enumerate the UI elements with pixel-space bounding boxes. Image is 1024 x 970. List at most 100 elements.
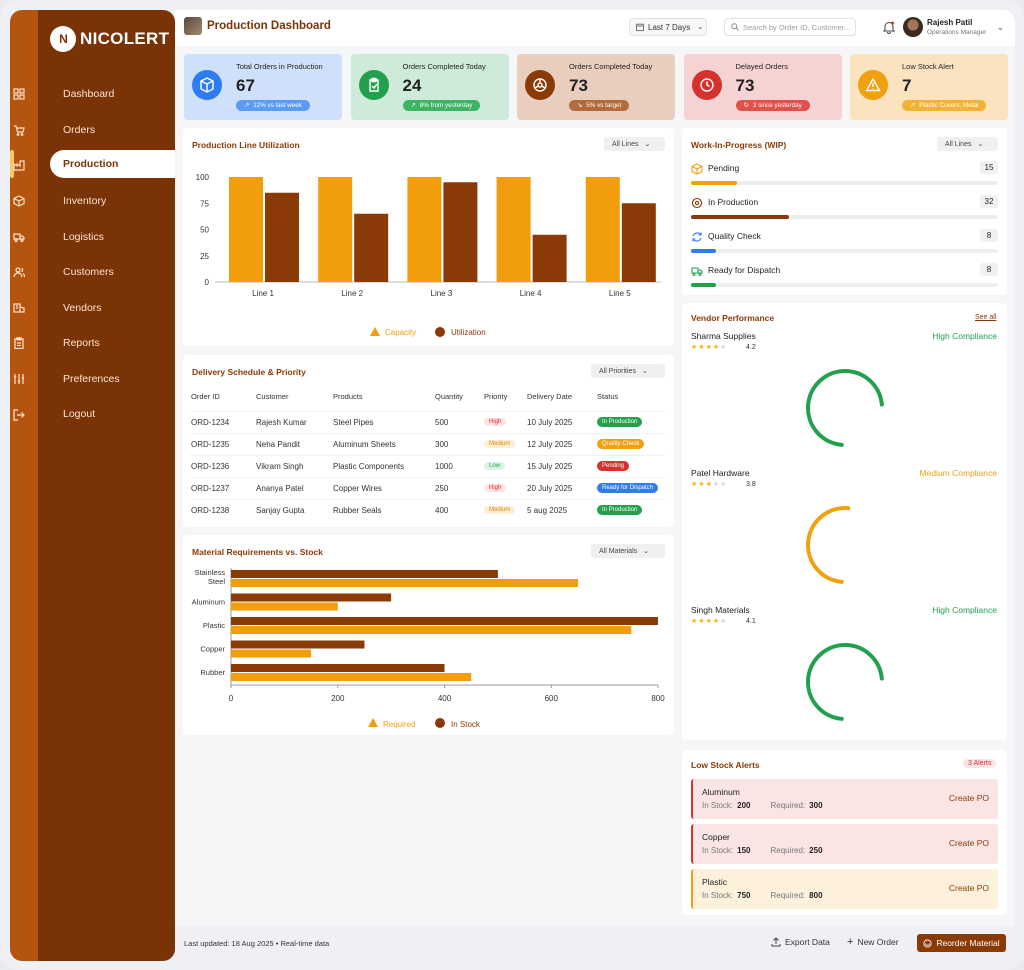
x-tick-label: 200 <box>331 694 345 703</box>
bar-instock-plastic[interactable] <box>231 617 658 625</box>
wip-filter-select[interactable]: All Lines ⌄ <box>937 137 998 151</box>
bar-utilization-line3[interactable] <box>443 182 478 282</box>
wip-label: Quality Check <box>708 231 761 241</box>
warning-icon <box>858 70 888 100</box>
y-tick-label: Copper <box>200 645 225 654</box>
box-icon[interactable] <box>11 193 27 209</box>
cell-id[interactable]: ORD-1236 <box>191 462 230 471</box>
bar-required-rubber[interactable] <box>231 673 472 681</box>
bar-utilization-line4[interactable] <box>532 234 567 282</box>
bar-capacity-line4[interactable] <box>496 177 531 282</box>
brand-logo[interactable]: N NICOLERT <box>50 26 169 52</box>
clock-alert-icon <box>691 70 722 100</box>
trend-icon: ↻ <box>743 102 749 109</box>
kpi-trend-text: 8% from yesterday <box>419 102 473 109</box>
sidebar-item-vendors[interactable]: Vendors <box>63 302 102 314</box>
export-data-button[interactable]: Export Data <box>771 937 830 947</box>
bar-required-aluminum[interactable] <box>231 602 338 611</box>
bar-instock-rubber[interactable] <box>231 664 445 672</box>
users-icon[interactable] <box>11 264 27 280</box>
materials-filter-select[interactable]: All Materials ⌄ <box>591 544 665 558</box>
date-range-select[interactable]: Last 7 Days ⌄ <box>629 18 707 36</box>
sidebar-item-preferences[interactable]: Preferences <box>63 373 120 385</box>
rail-active-indicator <box>10 150 14 178</box>
export-data-label: Export Data <box>785 937 830 947</box>
cart-icon[interactable] <box>11 122 27 138</box>
bar-capacity-line5[interactable] <box>585 177 620 282</box>
vendor-title: Vendor Performance <box>691 313 775 323</box>
bar-capacity-line2[interactable] <box>318 177 353 282</box>
table-row-divider <box>190 411 665 412</box>
cell-id[interactable]: ORD-1235 <box>191 440 230 449</box>
required-value: 250 <box>809 846 823 855</box>
bar-instock-copper[interactable] <box>231 640 365 649</box>
bar-utilization-line2[interactable] <box>354 213 389 282</box>
create-po-button[interactable]: Create PO <box>948 883 989 893</box>
reorder-material-button[interactable]: Reorder Material <box>917 934 1006 952</box>
required-label: Required: <box>770 846 806 855</box>
cell-id[interactable]: ORD-1237 <box>191 484 230 493</box>
bar-required-copper[interactable] <box>231 649 312 658</box>
kpi-trend-badge: ↗ Plastic Covers, Metal <box>902 100 987 111</box>
utilization-filter-select[interactable]: All Lines ⌄ <box>604 137 665 151</box>
create-po-button[interactable]: Create PO <box>948 793 989 803</box>
kpi-low-stock[interactable]: Low Stock Alert 7 ↗ Plastic Covers, Metal <box>850 54 1008 120</box>
create-po-button[interactable]: Create PO <box>948 838 989 848</box>
sidebar-item-reports[interactable]: Reports <box>63 337 100 349</box>
bar-instock-stainlesssteel[interactable] <box>231 570 498 578</box>
vendor-icon[interactable] <box>11 300 27 316</box>
kpi-value: 73 <box>569 76 588 95</box>
truck-icon[interactable] <box>11 229 27 245</box>
sidebar-item-production[interactable]: Production <box>63 158 119 170</box>
status-badge: In Production <box>597 505 643 515</box>
status-badge: In Production <box>597 417 643 427</box>
bar-capacity-line3[interactable] <box>407 177 442 282</box>
cell-delivery-date: 20 July 2025 <box>527 484 573 493</box>
bar-required-stainlesssteel[interactable] <box>231 579 578 587</box>
cell-id[interactable]: ORD-1238 <box>191 506 230 515</box>
wip-card <box>682 128 1007 295</box>
bar-utilization-line1[interactable] <box>265 192 299 282</box>
x-tick-label: Line 4 <box>520 289 542 298</box>
clipboard-icon[interactable] <box>11 335 27 351</box>
sidebar-item-dashboard[interactable]: Dashboard <box>63 88 115 100</box>
bell-icon[interactable] <box>882 20 896 34</box>
factory-icon[interactable] <box>11 157 27 173</box>
sidebar-item-inventory[interactable]: Inventory <box>63 195 107 207</box>
kpi-total-orders[interactable]: Total Orders in Production 67 ↗ 12% vs last… <box>184 54 342 120</box>
in-stock-value: 200 <box>737 801 751 810</box>
chevron-down-icon[interactable]: ⌄ <box>997 23 1004 32</box>
y-tick-label: 50 <box>200 226 209 235</box>
grid-icon[interactable] <box>11 86 27 102</box>
low-stock-alert-plastic: Plastic In Stock: 750 Required: 800 Create PO <box>691 869 998 909</box>
logout-icon[interactable] <box>11 407 27 423</box>
y-tick-label: Aluminum <box>192 598 225 607</box>
sliders-icon[interactable] <box>11 371 27 387</box>
schedule-card <box>183 355 674 527</box>
chevron-down-icon: ⌄ <box>641 368 648 375</box>
avatar[interactable] <box>903 17 923 37</box>
bar-required-plastic[interactable] <box>231 626 632 634</box>
sidebar-item-logout[interactable]: Logout <box>63 408 96 420</box>
bar-utilization-line5[interactable] <box>621 203 656 282</box>
cell-id[interactable]: ORD-1234 <box>191 418 230 427</box>
kpi-delayed-orders[interactable]: Delayed Orders 73 ↻ 3 since yesterday <box>683 54 842 120</box>
x-tick-label: Line 5 <box>609 289 631 298</box>
sidebar-item-orders[interactable]: Orders <box>63 124 96 136</box>
sidebar-item-customers[interactable]: Customers <box>63 266 114 278</box>
legend-label-utilization: Utilization <box>451 328 486 337</box>
legend-triangle-icon <box>368 718 378 727</box>
search-input[interactable]: Search by Order ID, Customer... <box>724 18 856 36</box>
kpi-completed-today[interactable]: Orders Completed Today 24 ↗ 8% from yesterd… <box>350 54 509 120</box>
see-all-link[interactable]: See all <box>975 314 997 321</box>
new-order-button[interactable]: + New Order <box>847 937 899 948</box>
sidebar-item-logistics[interactable]: Logistics <box>63 231 104 243</box>
chevron-down-icon: ⌄ <box>977 141 984 148</box>
priority-filter-select[interactable]: All Priorities ⌄ <box>591 364 665 378</box>
table-header-cell: Quantity <box>435 392 463 401</box>
priority-badge: High <box>484 418 507 426</box>
kpi-completed-today-2[interactable]: Orders Completed Today 73 ↘ 5% vs target <box>517 54 675 120</box>
bar-capacity-line1[interactable] <box>229 177 263 282</box>
bar-instock-aluminum[interactable] <box>231 593 392 602</box>
table-row-divider <box>190 499 665 500</box>
